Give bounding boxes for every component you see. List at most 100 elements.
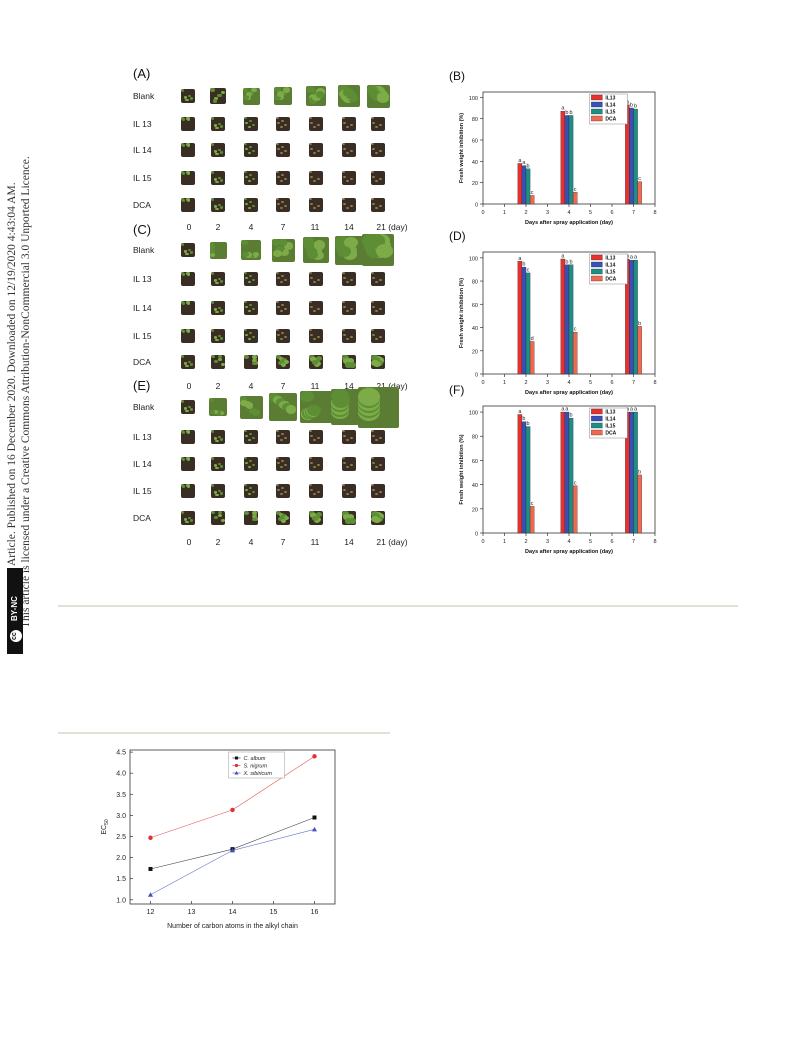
leaf-shape: [213, 96, 219, 100]
leaf-shape: [183, 362, 187, 365]
leaf-shape: [277, 122, 280, 125]
leaf-shape: [309, 329, 312, 332]
leaf-shape: [310, 489, 313, 492]
bar-significance-label: a: [518, 256, 522, 262]
treatment-row-label: DCA: [133, 357, 151, 367]
leaf-shape: [350, 150, 353, 153]
bar: [560, 258, 566, 375]
series-line: [150, 817, 315, 870]
plant-pot-photo: [342, 457, 356, 471]
bar-significance-label: a: [561, 106, 565, 112]
day-label: 7: [280, 381, 286, 391]
leaf-shape: [342, 430, 345, 433]
plant-pot-photo: [181, 484, 195, 498]
leaf-shape: [252, 124, 255, 127]
treatment-row-label: DCA: [133, 200, 151, 210]
leaf-shape: [213, 491, 217, 494]
x-axis-label: Number of carbon atoms in the alkyl chai…: [167, 923, 298, 930]
plant-pot-photo: [241, 240, 261, 260]
leaf-shape: [350, 178, 353, 181]
leaf-shape: [181, 273, 185, 277]
cc-badge[interactable]: BY-NC cc: [7, 568, 23, 654]
leaf-shape: [346, 493, 349, 496]
leaf-shape: [273, 86, 281, 93]
leaf-shape: [372, 462, 375, 465]
y-tick-label: 2.5: [116, 834, 126, 841]
plant-pot-photo: [306, 86, 326, 106]
leaf-shape: [211, 272, 215, 275]
leaf-shape: [313, 338, 316, 341]
leaf-shape: [317, 205, 320, 208]
bar: [564, 115, 570, 205]
leaf-shape: [276, 484, 279, 487]
day-label: 2: [215, 222, 221, 232]
leaf-shape: [244, 272, 247, 275]
plant-pot-photo: [244, 329, 258, 343]
leaf-shape: [211, 198, 215, 201]
bar: [629, 259, 634, 375]
leaf-shape: [277, 90, 285, 97]
leaf-shape: [342, 272, 345, 275]
leaf-shape: [277, 306, 280, 309]
leaf-shape: [277, 148, 280, 151]
leaf-shape: [315, 90, 325, 98]
leaf-shape: [281, 120, 284, 123]
leaf-shape: [242, 251, 249, 258]
leaf-shape: [317, 491, 320, 494]
plant-pot-photo: [371, 511, 385, 525]
leaf-shape: [217, 462, 222, 466]
leaf-shape: [210, 253, 215, 258]
plant-pot-photo: [181, 301, 195, 315]
leaf-shape: [309, 301, 312, 304]
data-point: [230, 847, 235, 853]
bar-significance-label: a: [630, 407, 634, 413]
leaf-shape: [346, 310, 349, 313]
bar: [560, 411, 566, 534]
leaf-shape: [344, 517, 352, 524]
leaf-shape: [244, 484, 247, 487]
leaf-shape: [248, 310, 251, 313]
leaf-shape: [309, 457, 312, 460]
leaf-shape: [342, 511, 349, 517]
plant-pot-photo: [181, 511, 195, 525]
plant-pot-photo: [181, 272, 195, 286]
leaf-shape: [343, 489, 346, 492]
y-tick-label: 40: [472, 326, 478, 332]
leaf-shape: [350, 279, 353, 282]
leaf-shape: [343, 236, 359, 249]
leaf-shape: [343, 176, 346, 179]
leaf-shape: [181, 355, 185, 358]
leaf-shape: [317, 279, 320, 282]
bar: [629, 107, 634, 205]
leaf-shape: [309, 171, 312, 174]
x-tick-label: 8: [653, 380, 656, 386]
treatment-row-label: Blank: [133, 245, 155, 255]
leaf-shape: [280, 207, 283, 210]
leaf-shape: [239, 395, 248, 402]
leaf-shape: [346, 152, 349, 155]
leaf-shape: [281, 275, 284, 278]
treatment-row-label: IL 15: [133, 486, 152, 496]
leaf-shape: [311, 359, 319, 365]
data-point: [312, 826, 317, 832]
leaf-shape: [219, 465, 224, 468]
legend-label: IL14: [605, 263, 615, 269]
bar-significance-label: b: [570, 413, 573, 419]
leaf-shape: [317, 437, 320, 440]
plant-pot-photo: [244, 355, 258, 369]
leaf-shape: [342, 117, 345, 120]
leaf-shape: [371, 272, 374, 275]
leaf-shape: [309, 272, 312, 275]
leaf-shape: [280, 466, 283, 469]
leaf-shape: [216, 410, 222, 415]
leaf-shape: [276, 117, 279, 120]
x-tick-label: 4: [567, 539, 570, 545]
plant-pot-photo: [366, 84, 390, 108]
plant-pot-photo: [334, 235, 364, 265]
leaf-shape: [375, 152, 378, 155]
plant-pot-photo: [342, 143, 356, 157]
plant-pot-photo: [276, 511, 290, 525]
leaf-shape: [313, 281, 316, 284]
leaf-shape: [284, 491, 287, 494]
x-tick-label: 6: [610, 210, 613, 216]
